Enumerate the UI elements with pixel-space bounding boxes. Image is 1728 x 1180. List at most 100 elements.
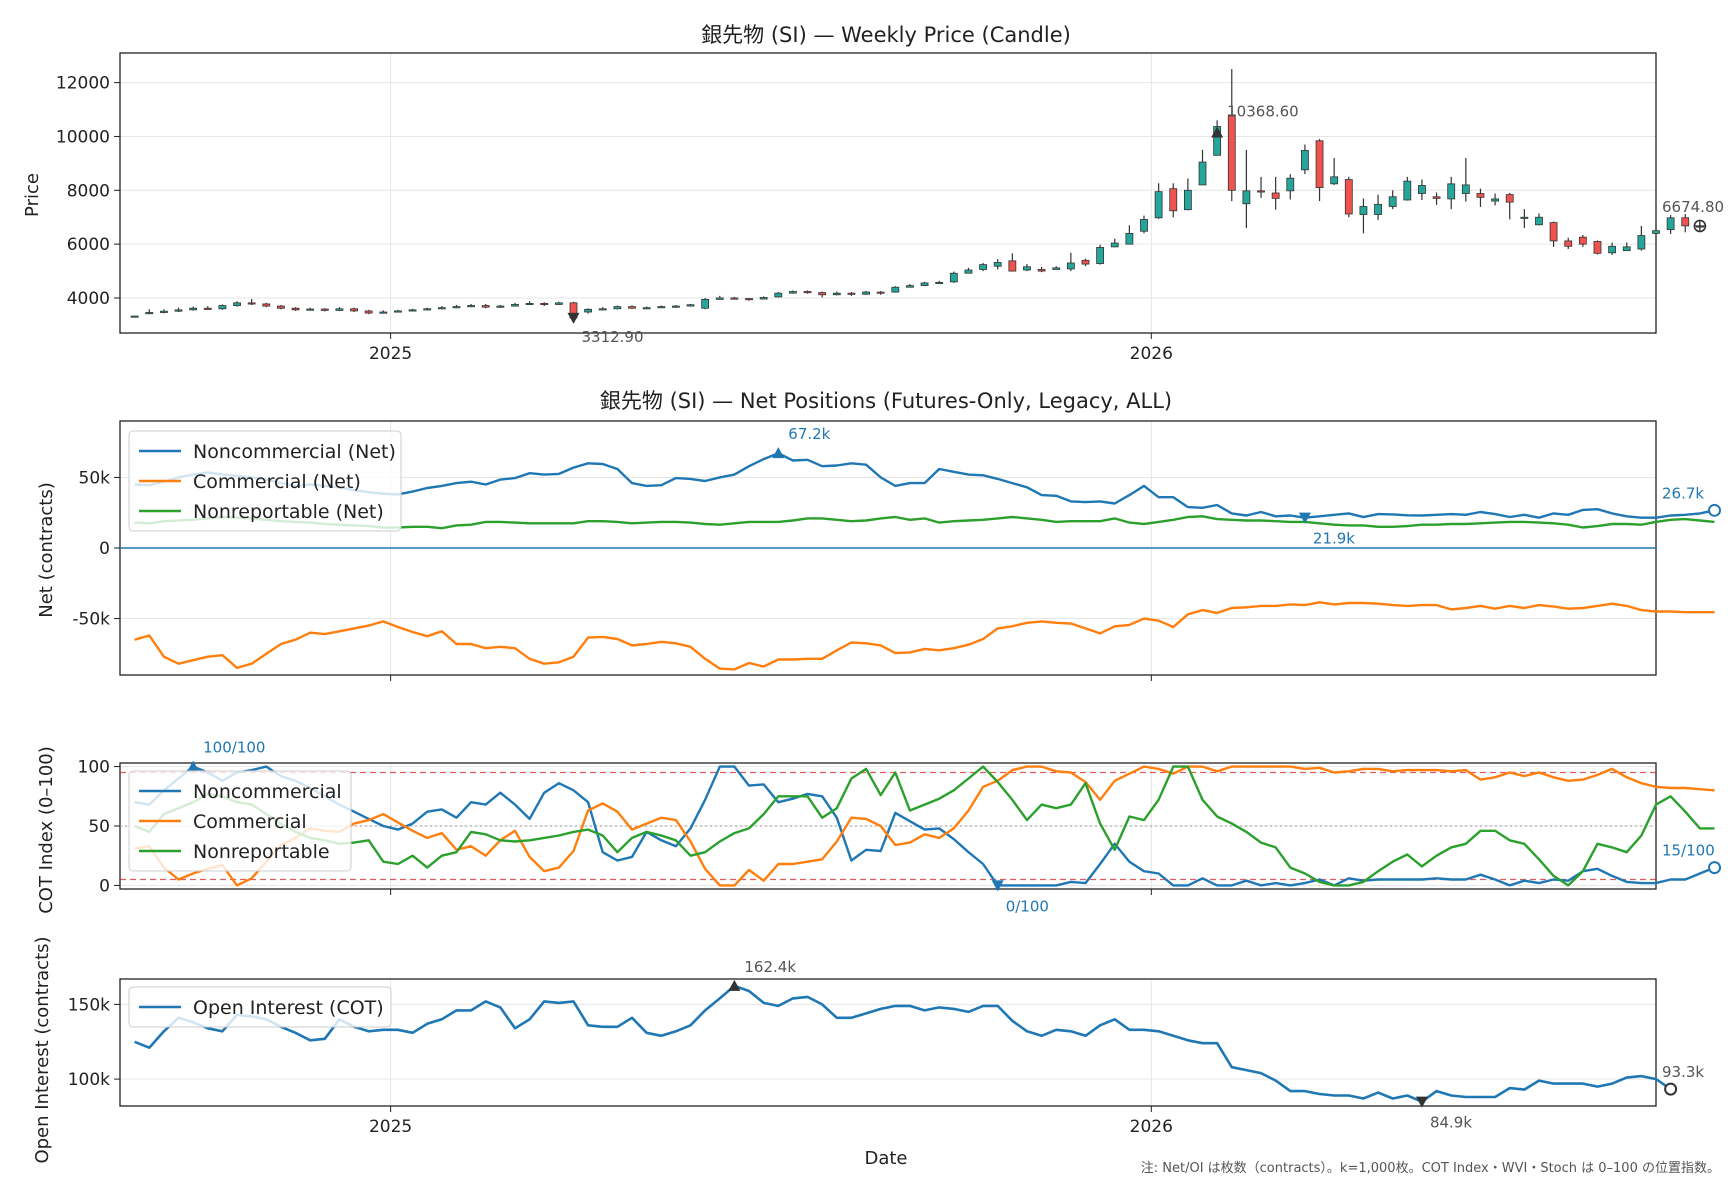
candle-body [1198,161,1207,186]
oi-max-marker [728,979,741,991]
candle-body [379,311,388,314]
net-min-label: 21.9k [1313,530,1355,548]
candle-body [1535,216,1543,226]
candle-body [1622,246,1631,252]
cot-legend-label: Commercial [193,811,307,833]
candle-body [964,269,973,274]
net-legend-label: Nonreportable (Net) [193,501,384,523]
candle-body [789,291,797,294]
candle-body [1344,179,1353,215]
candle-body [686,304,695,307]
candle-body [467,305,475,308]
cot-last-marker [1708,861,1722,875]
candle-body [189,307,198,311]
candle-body [657,306,666,309]
candle-body [452,306,461,309]
net-last-label: 26.7k [1662,484,1704,502]
net-positions-panel: -50k 0 50k 67.2k 21.9k 26.7k Noncommercial (Ne… [72,420,1722,681]
price-ytick-label: 4000 [67,289,110,309]
net-max-label: 67.2k [788,425,830,443]
net-ylabel: Net (contracts) [36,482,57,618]
candle-body [715,297,724,300]
candle-body [1227,114,1236,191]
candle-body [1461,184,1470,194]
cot-index-panel: 0 50 100 100/100 0/100 15/100 Noncommercial Com… [78,739,1722,915]
cot-legend-label: Nonreportable [193,841,330,863]
net-max-marker [772,447,785,459]
footnote: 注: Net/OI は枚数（contracts）。k=1,000枚。COT In… [1141,1161,1720,1176]
net-last-marker [1708,503,1722,517]
cot-series-line [134,765,1715,887]
candle-body [628,306,636,309]
candle-body [906,285,914,288]
price-last-marker [1693,219,1707,233]
candle-body [1023,266,1031,271]
candle-body [1315,140,1324,189]
oi-last-label: 93.3k [1662,1063,1704,1081]
price-ytick-label: 10000 [56,127,110,147]
candle-body [320,308,329,311]
oi-ytick-label: 100k [68,1070,110,1090]
price-ytick-label: 6000 [67,235,110,255]
candle-body [759,297,768,300]
candle-body [1271,192,1280,199]
cot-ylabel: COT Index (0–100) [36,746,57,914]
price-last-label: 6674.80 [1662,198,1724,216]
candle-body [832,292,841,296]
candle-body [1154,191,1163,219]
candle-body [1037,269,1046,272]
candle-body [306,308,315,311]
candle-body [277,305,285,309]
net-legend-label: Noncommercial (Net) [193,441,396,463]
oi-xtick-label: 2026 [1130,1117,1173,1137]
candle-body [774,292,783,298]
candle-body [949,272,958,283]
price-xtick-label: 2025 [369,344,412,364]
candle-body [818,292,827,296]
candle-body [1008,260,1017,272]
cot-series-line [134,765,1715,887]
candle-body [1301,150,1309,171]
candle-body [1169,188,1178,212]
price-min-label: 3312.90 [581,328,643,346]
candle-body [935,281,944,284]
candle-body [1505,194,1514,203]
cot-max-marker [187,760,200,772]
candle-body [584,308,593,313]
candle-body [437,307,446,310]
candle-body [1052,267,1061,270]
price-xtick-label: 2026 [1130,344,1173,364]
price-ytick-label: 8000 [67,181,110,201]
x-axis-label: Date [864,1148,907,1169]
cot-min-label: 0/100 [1006,897,1049,915]
cot-ytick-label: 100 [78,758,110,778]
candle-body [862,291,870,295]
net-min-marker [1298,512,1311,524]
candle-body [364,310,373,314]
price-panel-title: 銀先物 (SI) — Weekly Price (Candle) [701,23,1071,47]
candle-body [730,297,739,300]
candle-body [745,298,753,301]
candle-body [233,302,241,306]
candle-body [1330,176,1339,185]
oi-last-marker [1664,1082,1678,1096]
cot-ytick-label: 50 [88,817,110,837]
price-frame [119,52,1657,334]
cot-min-marker [991,880,1004,892]
candle-body [671,305,680,308]
oi-legend-box [128,986,392,1028]
candle-body [1418,185,1426,194]
oi-frame [119,978,1657,1107]
candle-body [1652,230,1660,234]
net-ytick-label: 0 [99,539,110,559]
candle-body [159,310,168,313]
oi-min-label: 84.9k [1430,1114,1472,1132]
candle-body [511,304,519,307]
oi-max-label: 162.4k [744,958,796,976]
cot-legend-box [128,770,352,872]
candle-body [1403,180,1412,201]
price-max-label: 10368.60 [1227,103,1299,121]
candle-body [701,298,710,309]
oi-ytick-label: 150k [68,995,110,1015]
candle-body [1183,189,1192,211]
